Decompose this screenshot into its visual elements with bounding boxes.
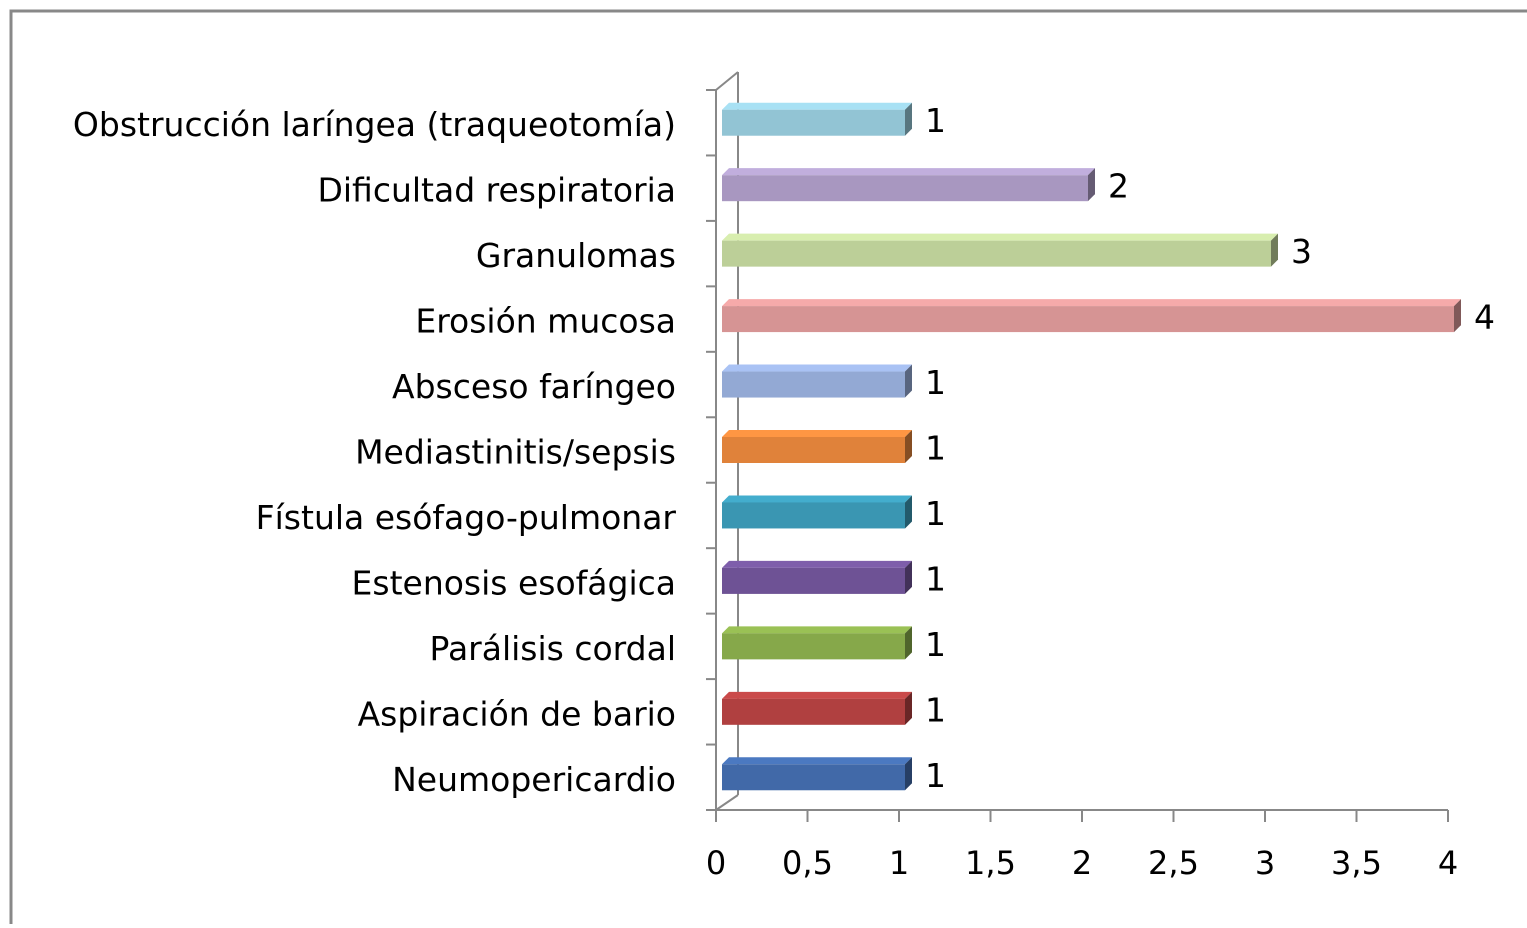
x-tick-label: 0 (706, 844, 726, 882)
bar (722, 764, 905, 791)
category-label: Absceso faríngeo (392, 367, 676, 406)
category-label: Granulomas (476, 236, 676, 275)
x-tick-label: 2,5 (1148, 844, 1199, 882)
value-label: 1 (925, 559, 946, 598)
category-label: Neumopericardio (392, 760, 676, 799)
bar-top (722, 691, 912, 699)
bar-side (905, 691, 912, 725)
bar (722, 371, 905, 398)
category-label: Estenosis esofágica (352, 563, 676, 602)
bar-side (905, 560, 912, 594)
bar-top (722, 495, 912, 503)
x-tick-label: 4 (1438, 844, 1458, 882)
value-label: 1 (925, 494, 946, 533)
bar-top (722, 560, 912, 568)
x-tick-label: 0,5 (782, 844, 833, 882)
value-label: 1 (925, 101, 946, 140)
bar (722, 306, 1454, 333)
value-label: 1 (925, 690, 946, 729)
bar-top (722, 299, 1461, 307)
x-tick-label: 2 (1072, 844, 1092, 882)
value-label: 1 (925, 756, 946, 795)
bar-side (905, 430, 912, 463)
bar-side (905, 102, 912, 136)
bar-side (905, 364, 912, 398)
bar-top (722, 430, 912, 437)
category-label: Obstrucción laríngea (traqueotomía) (73, 105, 676, 144)
category-label: Aspiración de bario (358, 694, 676, 733)
value-label: 1 (925, 625, 946, 664)
value-label: 1 (925, 429, 946, 468)
bar (722, 109, 905, 136)
floor-depth (715, 794, 739, 811)
x-tick-label: 3,5 (1331, 844, 1382, 882)
bar-side (905, 495, 912, 529)
bar (722, 502, 905, 529)
bar-side (1271, 233, 1278, 267)
value-label: 2 (1108, 167, 1129, 206)
bar (722, 698, 905, 725)
category-label: Fístula esófago-pulmonar (256, 498, 677, 537)
bar-top (722, 233, 1278, 241)
bar-side (1088, 168, 1095, 202)
category-label: Dificultad respiratoria (317, 171, 676, 210)
category-label: Parálisis cordal (430, 629, 676, 668)
x-tick-label: 1 (889, 844, 909, 882)
bar-side (905, 757, 912, 791)
bar-side (905, 626, 912, 660)
bar (722, 633, 905, 660)
y-axis-depth (715, 71, 739, 91)
bar (722, 240, 1271, 267)
bar-top (722, 168, 1095, 176)
bar-top (722, 364, 912, 372)
bar-top (722, 626, 912, 634)
category-label: Mediastinitis/sepsis (355, 433, 676, 472)
category-label: Erosión mucosa (415, 302, 676, 341)
value-label: 3 (1291, 232, 1312, 271)
bar (722, 437, 905, 463)
bar-side (1454, 299, 1461, 333)
value-label: 4 (1474, 298, 1495, 337)
bar (722, 175, 1088, 202)
x-tick-label: 1,5 (965, 844, 1016, 882)
value-label: 1 (925, 363, 946, 402)
x-tick-label: 3 (1255, 844, 1275, 882)
bar-top (722, 102, 912, 110)
bar (722, 567, 905, 594)
bar-top (722, 757, 912, 765)
